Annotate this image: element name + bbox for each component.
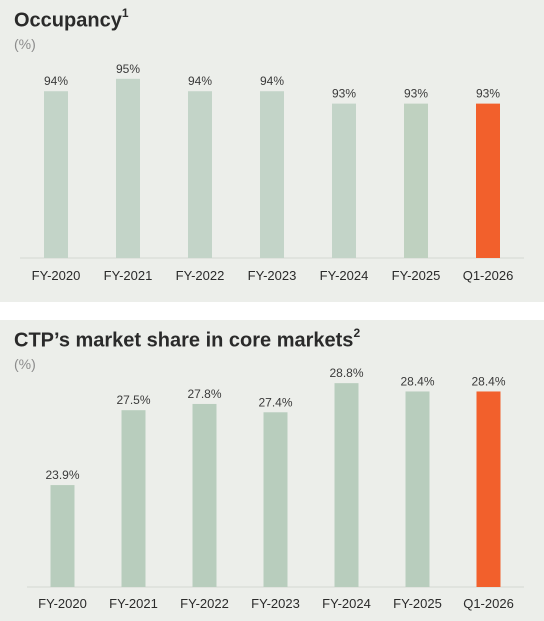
market-share-bar-chart: 23.9% FY-2020 27.5% FY-2021 27.8% FY-2022 27.4…: [27, 366, 524, 611]
occupancy-bar-chart: 94% FY-2020 95% FY-2021 94% FY-2022 94% FY-2023…: [20, 62, 524, 283]
value-label: 93%: [332, 87, 356, 101]
bar-fy-2020: [50, 485, 75, 587]
x-tick-label: FY-2025: [392, 268, 441, 283]
x-tick-label: FY-2024: [322, 596, 371, 611]
x-tick-label: FY-2021: [109, 596, 158, 611]
chart-title: CTP’s market share in core markets2: [14, 326, 361, 352]
x-tick-label: FY-2023: [251, 596, 300, 611]
chart-title: Occupancy1: [14, 6, 129, 32]
x-tick-label: FY-2022: [180, 596, 229, 611]
bar-fy-2023: [263, 412, 288, 587]
x-tick-label: FY-2022: [176, 268, 225, 283]
market-share-panel: CTP’s market share in core markets2 (%) …: [0, 320, 544, 621]
x-tick-label: FY-2023: [248, 268, 297, 283]
value-label: 94%: [260, 74, 284, 88]
chart-unit: (%): [14, 36, 36, 52]
x-tick-label: FY-2025: [393, 596, 442, 611]
bar-fy-2025: [405, 391, 430, 587]
value-label: 94%: [188, 74, 212, 88]
value-label: 93%: [476, 87, 500, 101]
x-tick-label: FY-2021: [104, 268, 153, 283]
value-label: 94%: [44, 74, 68, 88]
bar-q1-2026: [476, 103, 500, 259]
bar-fy-2022: [192, 403, 217, 587]
bar-fy-2020: [44, 91, 68, 258]
x-tick-label: FY-2024: [320, 268, 369, 283]
value-label: 23.9%: [45, 468, 79, 482]
x-tick-label: Q1-2026: [463, 268, 514, 283]
occupancy-panel: Occupancy1 (%) 94% FY-2020 95% FY-2021 94% FY…: [0, 0, 544, 302]
bar-fy-2021: [121, 410, 146, 587]
bar-fy-2024: [334, 383, 359, 587]
chart-unit: (%): [14, 356, 36, 372]
value-label: 95%: [116, 62, 140, 76]
value-label: 28.8%: [329, 366, 363, 380]
bar-fy-2024: [332, 103, 356, 259]
value-label: 27.8%: [187, 387, 221, 401]
value-label: 28.4%: [400, 374, 434, 388]
bar-q1-2026: [476, 391, 501, 587]
x-tick-label: FY-2020: [38, 596, 87, 611]
x-tick-label: FY-2020: [32, 268, 81, 283]
bar-fy-2025: [404, 103, 428, 259]
value-label: 27.4%: [258, 395, 292, 409]
value-label: 27.5%: [116, 393, 150, 407]
value-label: 93%: [404, 87, 428, 101]
x-tick-label: Q1-2026: [463, 596, 514, 611]
value-label: 28.4%: [471, 374, 505, 388]
bar-fy-2022: [188, 91, 212, 258]
bar-fy-2021: [116, 78, 140, 258]
bar-fy-2023: [260, 91, 284, 258]
